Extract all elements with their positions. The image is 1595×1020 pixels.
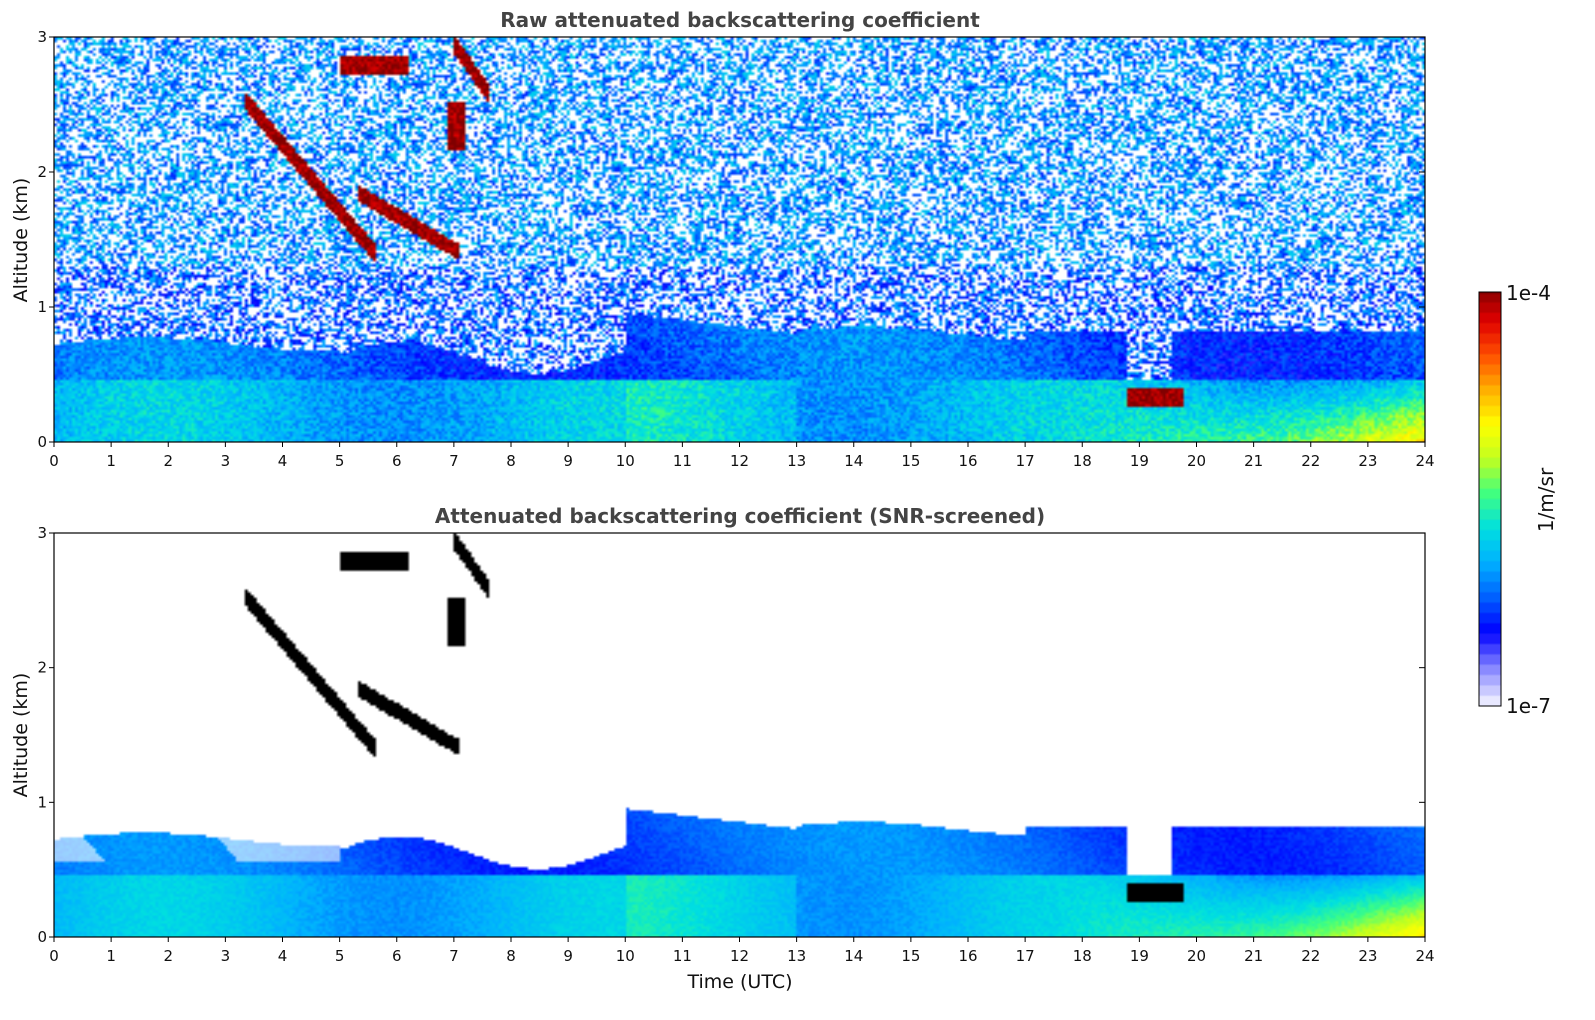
x-tick-label: 16 (958, 452, 977, 470)
y-axis-label-raw: Altitude (km) (10, 178, 32, 303)
raw-backscatter-panel: Raw attenuated backscattering coefficien… (10, 8, 1435, 470)
x-tick-label: 17 (1016, 452, 1035, 470)
axis-ticks-raw: 0 1 2 3 4 5 6 7 8 9 10 11 12 13 14 15 16 17 18 19 20 21 22 23 24… (37, 28, 1434, 470)
x-tick-label: 13 (787, 452, 806, 470)
x-tick-label: 14 (844, 947, 863, 965)
x-tick-label: 24 (1415, 947, 1434, 965)
x-tick-label: 8 (506, 452, 516, 470)
x-tick-label: 6 (392, 947, 402, 965)
colorbar-max-label: 1e-4 (1506, 281, 1551, 305)
x-tick-label: 21 (1244, 452, 1263, 470)
x-tick-label: 13 (787, 947, 806, 965)
x-tick-label: 8 (506, 947, 516, 965)
screened-backscatter-heatmap (54, 533, 1425, 937)
x-tick-label: 23 (1358, 452, 1377, 470)
y-axis-label-screened: Altitude (km) (10, 673, 32, 798)
x-tick-label: 18 (1073, 452, 1092, 470)
x-tick-label: 19 (1130, 452, 1149, 470)
x-tick-label: 15 (901, 452, 920, 470)
x-tick-label: 3 (221, 947, 231, 965)
x-tick-label: 17 (1016, 947, 1035, 965)
x-tick-label: 3 (221, 452, 231, 470)
x-tick-label: 10 (616, 452, 635, 470)
x-tick-label: 0 (49, 947, 59, 965)
x-tick-label: 22 (1301, 452, 1320, 470)
panel-title-raw: Raw attenuated backscattering coefficien… (500, 8, 980, 32)
y-tick-label: 2 (37, 163, 47, 181)
x-tick-label: 23 (1358, 947, 1377, 965)
x-tick-label: 4 (278, 452, 288, 470)
y-tick-label: 2 (37, 659, 47, 677)
y-tick-label: 0 (37, 433, 47, 451)
x-tick-label: 20 (1187, 947, 1206, 965)
x-tick-label: 1 (106, 947, 116, 965)
x-tick-label: 7 (449, 947, 459, 965)
x-tick-label: 24 (1415, 452, 1434, 470)
x-tick-label: 19 (1130, 947, 1149, 965)
x-tick-label: 2 (163, 947, 173, 965)
x-tick-label: 5 (335, 452, 345, 470)
x-tick-label: 14 (844, 452, 863, 470)
x-tick-label: 22 (1301, 947, 1320, 965)
x-tick-label: 15 (901, 947, 920, 965)
y-tick-label: 1 (37, 793, 47, 811)
x-tick-label: 2 (163, 452, 173, 470)
colorbar: 1e-4 1e-7 1/m/sr (1478, 281, 1558, 718)
axis-ticks-screened: 0 1 2 3 4 5 6 7 8 9 10 11 12 13 14 15 16 17 18 19 20 21 22 23 24… (37, 524, 1434, 965)
y-tick-label: 3 (37, 524, 47, 542)
x-tick-label: 9 (563, 452, 573, 470)
colorbar-unit-label: 1/m/sr (1534, 467, 1558, 532)
colorbar-gradient (1479, 292, 1501, 706)
x-tick-label: 0 (49, 452, 59, 470)
colorbar-min-label: 1e-7 (1506, 694, 1551, 718)
x-tick-label: 18 (1073, 947, 1092, 965)
x-tick-label: 10 (616, 947, 635, 965)
x-tick-label: 16 (958, 947, 977, 965)
colorbar-frame (1478, 291, 1502, 707)
panel-title-screened: Attenuated backscattering coefficient (S… (435, 504, 1045, 528)
snr-screened-panel: Attenuated backscattering coefficient (S… (10, 504, 1435, 993)
x-tick-label: 11 (673, 947, 692, 965)
x-tick-label: 7 (449, 452, 459, 470)
y-tick-label: 0 (37, 928, 47, 946)
x-tick-label: 5 (335, 947, 345, 965)
y-tick-label: 3 (37, 28, 47, 46)
x-tick-label: 20 (1187, 452, 1206, 470)
x-tick-label: 12 (730, 947, 749, 965)
raw-backscatter-heatmap (54, 37, 1425, 442)
x-tick-label: 21 (1244, 947, 1263, 965)
y-tick-label: 1 (37, 298, 47, 316)
x-axis-label: Time (UTC) (686, 971, 792, 993)
x-tick-label: 12 (730, 452, 749, 470)
x-tick-label: 11 (673, 452, 692, 470)
x-tick-label: 4 (278, 947, 288, 965)
x-tick-label: 6 (392, 452, 402, 470)
x-tick-label: 9 (563, 947, 573, 965)
x-tick-label: 1 (106, 452, 116, 470)
